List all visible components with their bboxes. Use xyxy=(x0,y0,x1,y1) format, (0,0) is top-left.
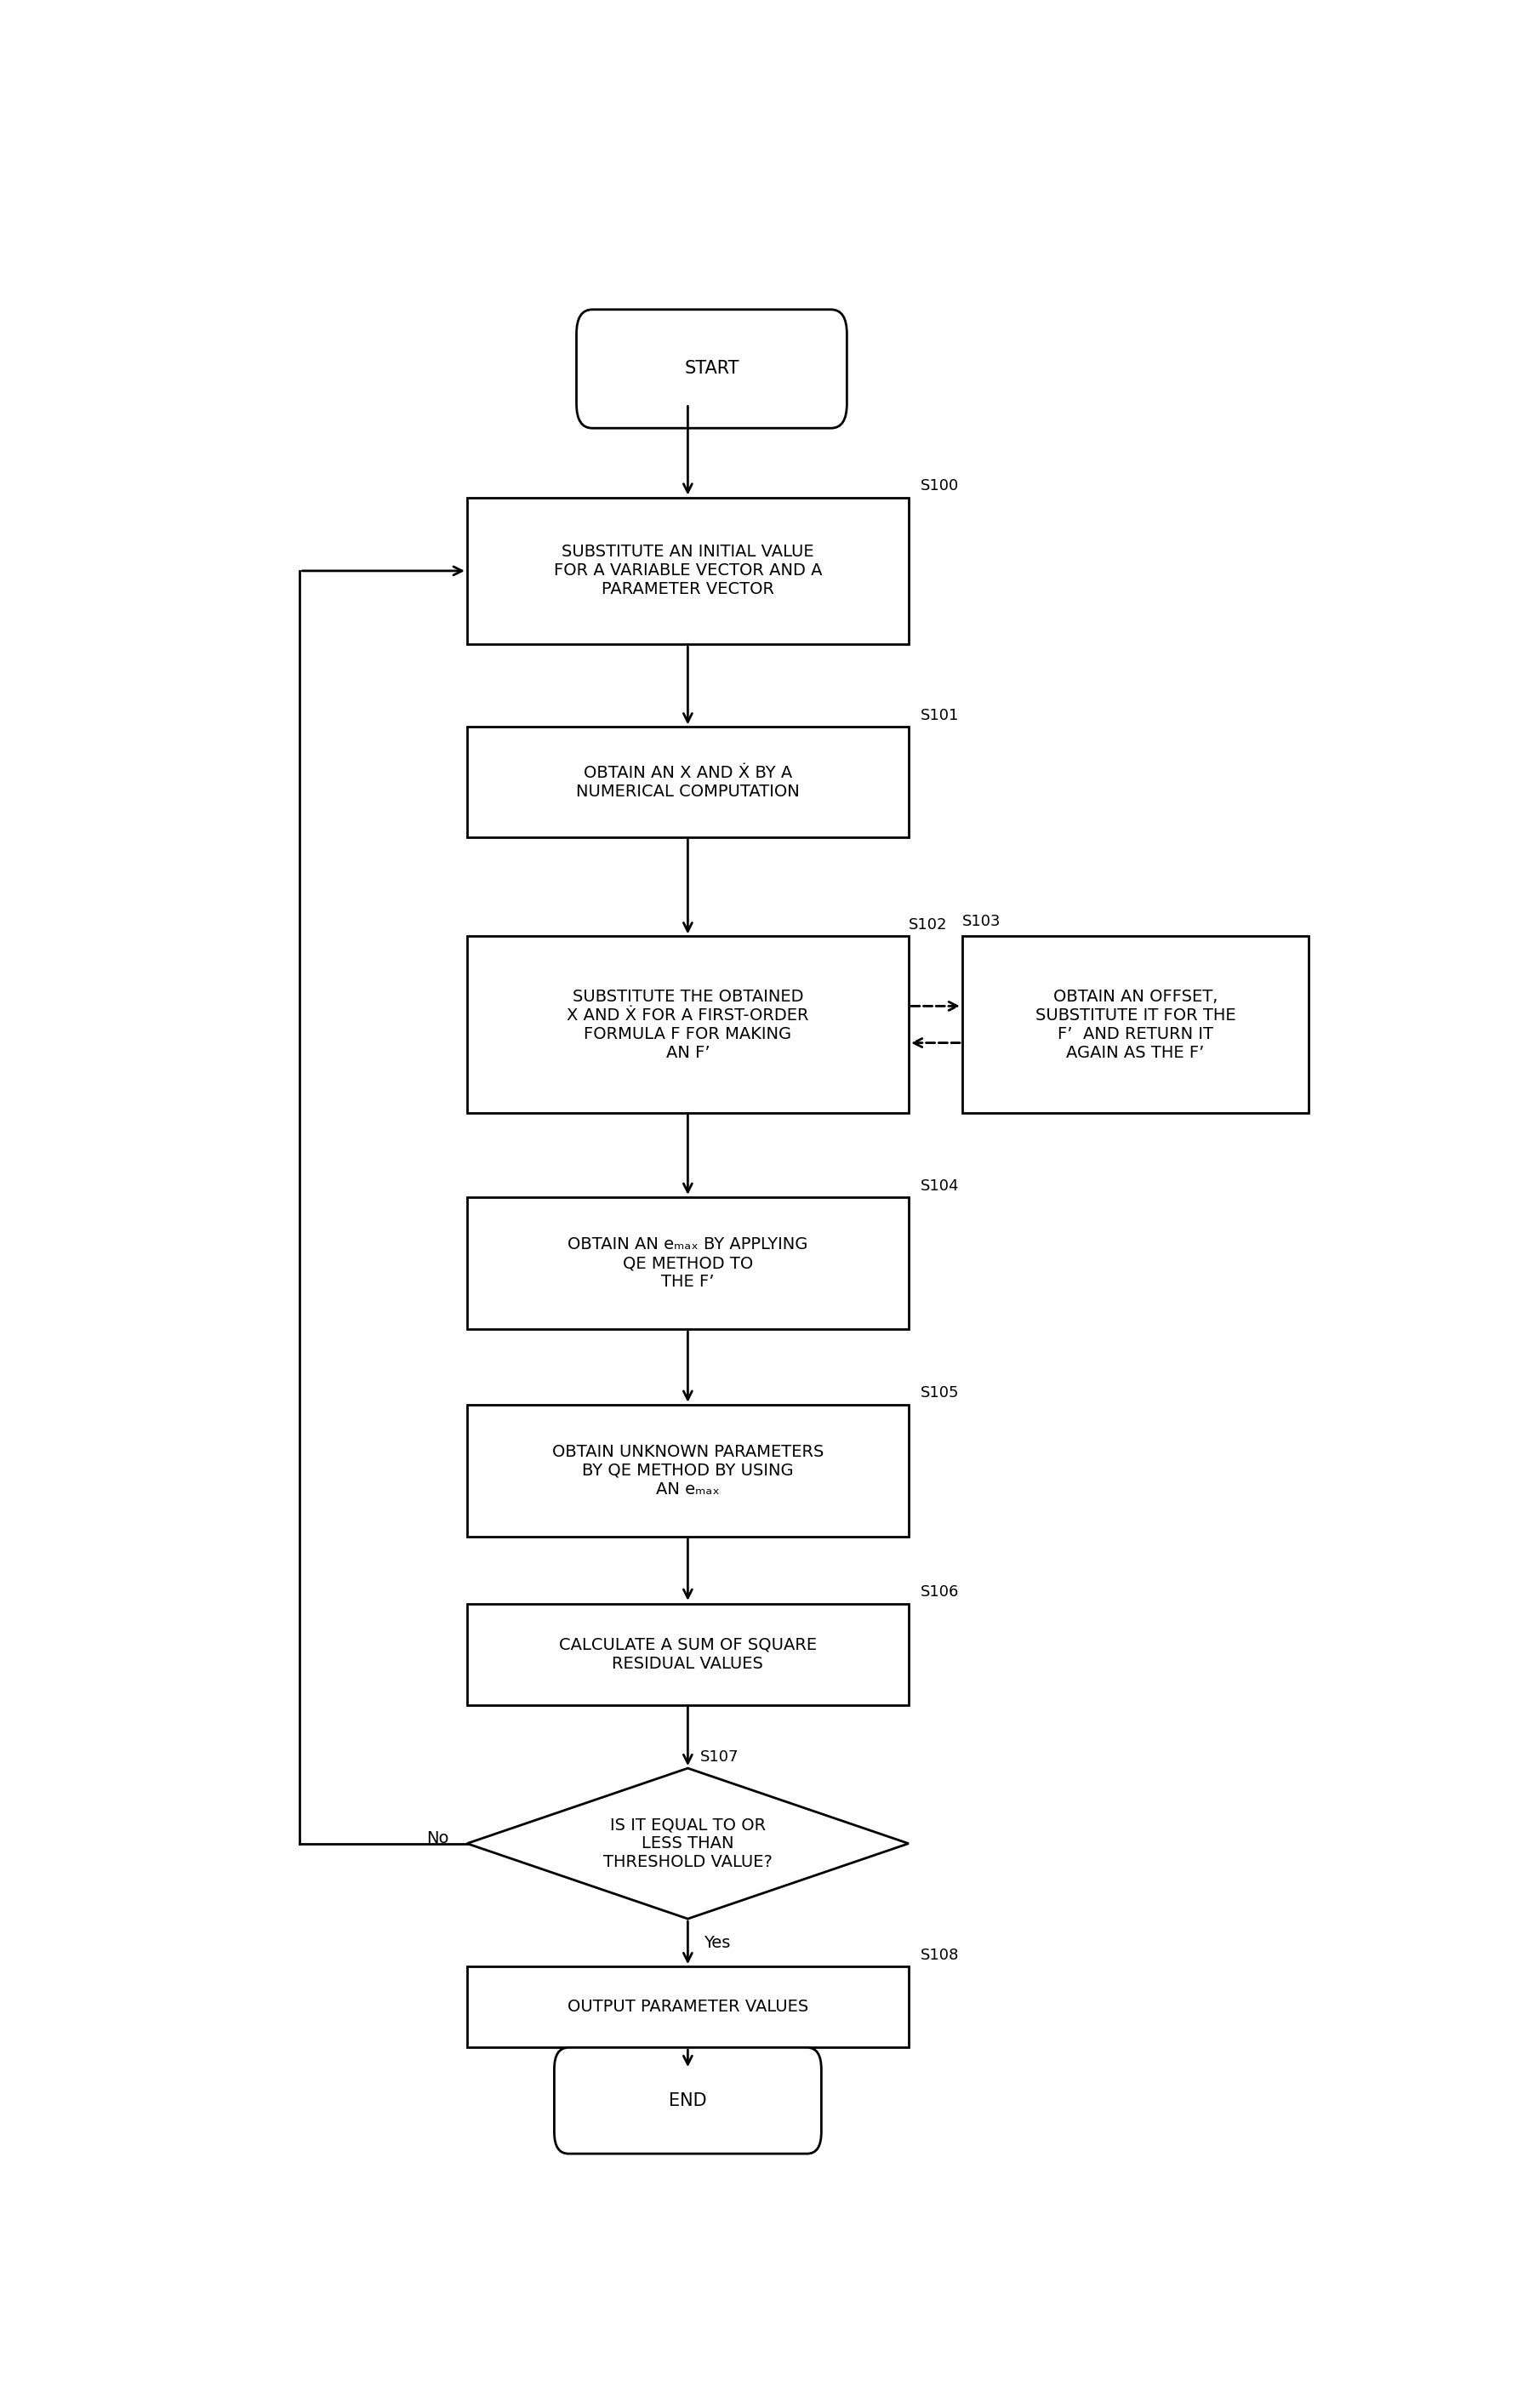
Text: OBTAIN UNKNOWN PARAMETERS
BY QE METHOD BY USING
AN eₘₐₓ: OBTAIN UNKNOWN PARAMETERS BY QE METHOD B… xyxy=(551,1443,824,1498)
Text: OUTPUT PARAMETER VALUES: OUTPUT PARAMETER VALUES xyxy=(567,1999,809,2015)
Text: S104: S104 xyxy=(921,1178,959,1192)
Bar xyxy=(467,1405,909,1536)
Text: S106: S106 xyxy=(921,1584,959,1600)
Text: S108: S108 xyxy=(921,1949,959,1963)
Bar xyxy=(467,1968,909,2046)
Text: S101: S101 xyxy=(921,708,959,723)
Text: SUBSTITUTE AN INITIAL VALUE
FOR A VARIABLE VECTOR AND A
PARAMETER VECTOR: SUBSTITUTE AN INITIAL VALUE FOR A VARIAB… xyxy=(553,544,822,599)
Text: S107: S107 xyxy=(699,1748,739,1765)
Text: S105: S105 xyxy=(921,1386,959,1400)
Text: OBTAIN AN X AND Ẋ BY A
NUMERICAL COMPUTATION: OBTAIN AN X AND Ẋ BY A NUMERICAL COMPUTA… xyxy=(576,766,799,799)
Text: OBTAIN AN eₘₐₓ BY APPLYING
QE METHOD TO
THE F’: OBTAIN AN eₘₐₓ BY APPLYING QE METHOD TO … xyxy=(568,1235,808,1290)
Text: OBTAIN AN OFFSET,
SUBSTITUTE IT FOR THE
F’  AND RETURN IT
AGAIN AS THE F’: OBTAIN AN OFFSET, SUBSTITUTE IT FOR THE … xyxy=(1035,987,1235,1061)
Bar xyxy=(467,937,909,1114)
Text: Yes: Yes xyxy=(704,1934,730,1951)
Polygon shape xyxy=(467,1767,909,1920)
Text: END: END xyxy=(668,2092,707,2108)
Text: SUBSTITUTE THE OBTAINED
X AND Ẋ FOR A FIRST-ORDER
FORMULA F FOR MAKING
AN F’: SUBSTITUTE THE OBTAINED X AND Ẋ FOR A FI… xyxy=(567,987,809,1061)
Bar xyxy=(467,1603,909,1705)
Text: No: No xyxy=(427,1829,450,1846)
Text: S103: S103 xyxy=(962,913,1001,930)
Text: START: START xyxy=(684,360,739,377)
Text: IS IT EQUAL TO OR
LESS THAN
THRESHOLD VALUE?: IS IT EQUAL TO OR LESS THAN THRESHOLD VA… xyxy=(604,1817,773,1870)
Text: S100: S100 xyxy=(921,479,959,494)
FancyBboxPatch shape xyxy=(576,310,847,429)
Bar xyxy=(962,937,1309,1114)
Text: CALCULATE A SUM OF SQUARE
RESIDUAL VALUES: CALCULATE A SUM OF SQUARE RESIDUAL VALUE… xyxy=(559,1636,816,1672)
FancyBboxPatch shape xyxy=(554,2049,821,2154)
Bar xyxy=(467,498,909,644)
Text: S102: S102 xyxy=(909,918,947,933)
Bar xyxy=(467,1197,909,1328)
Bar xyxy=(467,727,909,837)
